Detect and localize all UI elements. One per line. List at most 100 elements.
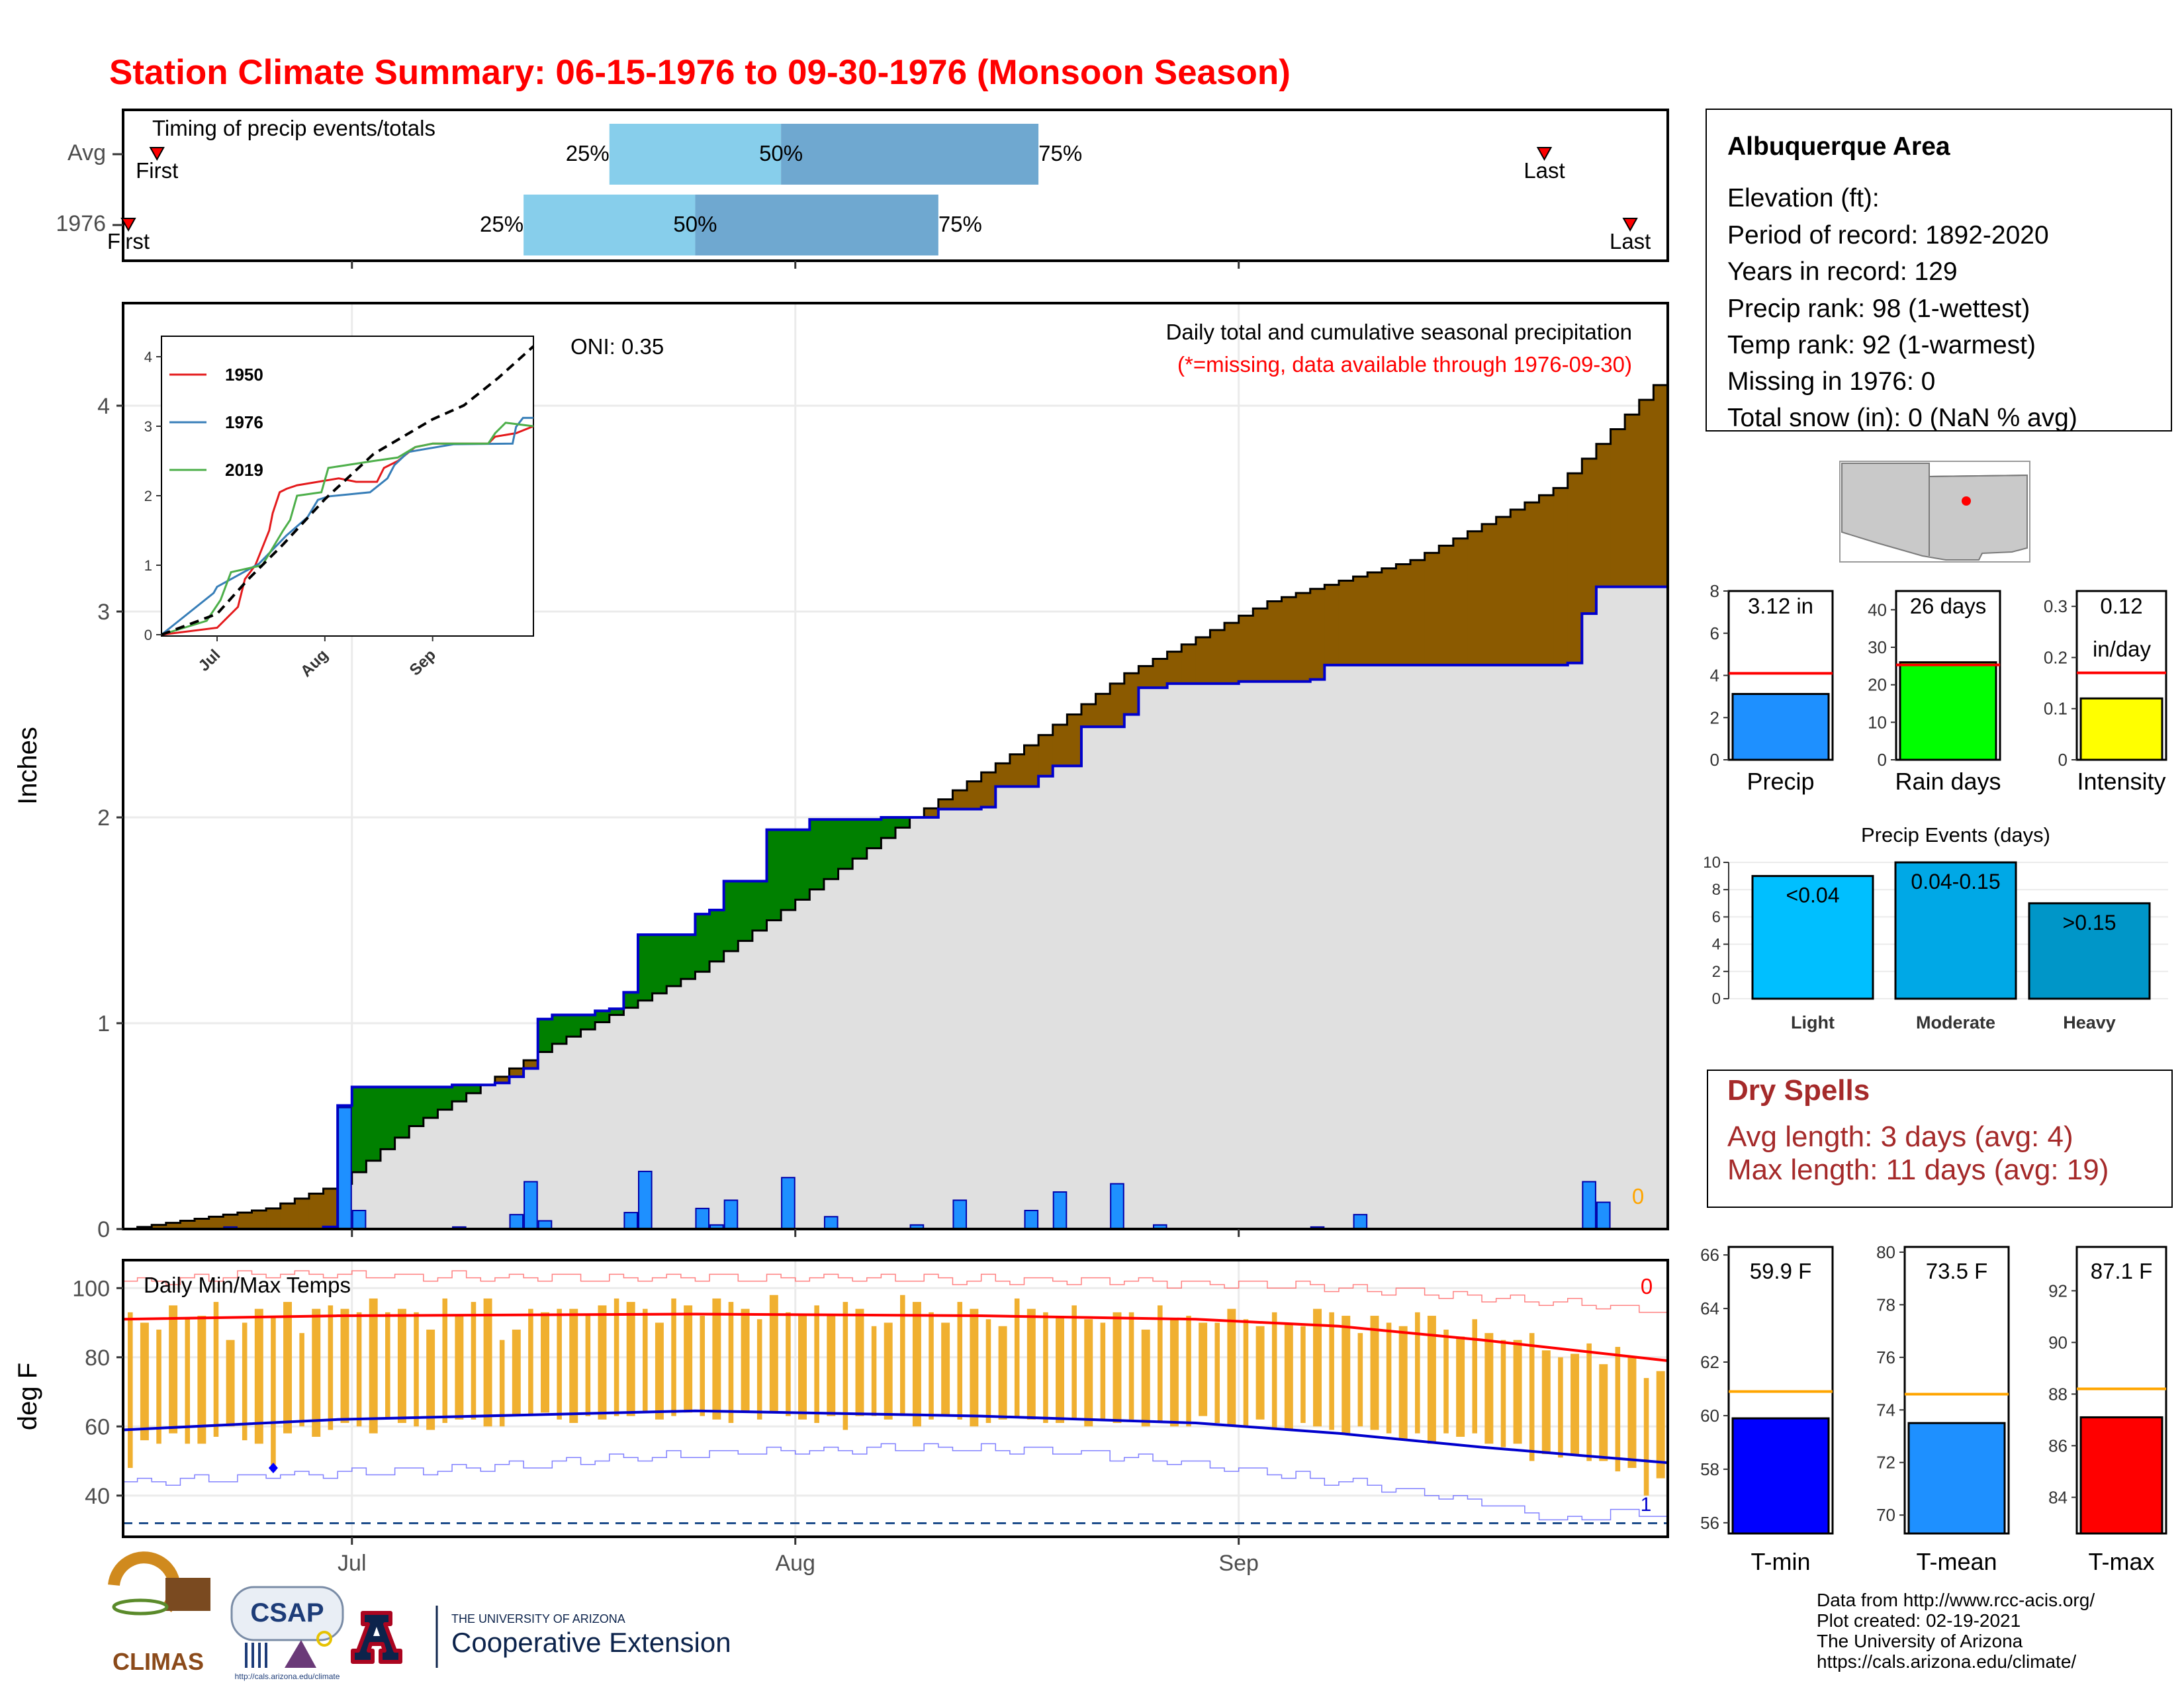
precip-deficit-step [1324, 584, 1340, 665]
totals-1-category-label: Rain days [1895, 768, 2001, 795]
station-location-marker [1962, 496, 1971, 506]
events-moderate-bar [1894, 861, 2017, 1000]
daily-temp-range-bar [483, 1298, 492, 1427]
precip-deficit-step [995, 763, 1011, 787]
precip-deficit-step [1482, 524, 1497, 665]
precip-surplus-step [723, 881, 739, 952]
precip-surplus-step [537, 1019, 553, 1052]
totals-0-y-tick-label: 0 [1710, 750, 1719, 770]
daily-temp-range-bar [814, 1305, 819, 1424]
temps-2-value-label: 87.1 F [2091, 1259, 2153, 1283]
temps-0-y-tick-label: 64 [1700, 1299, 1719, 1318]
timing-year-last-label: Last [1610, 229, 1651, 253]
precip-deficit-step [1353, 576, 1368, 665]
daily-temp-range-bar [169, 1305, 178, 1434]
daily-temp-range-bar [385, 1312, 390, 1420]
totals-2-category-label: Intensity [2077, 768, 2165, 795]
precip-deficit-step [195, 1218, 210, 1229]
figure-title: Station Climate Summary: 06-15-1976 to 0… [109, 53, 1291, 92]
climas-logo: CLIMAS [108, 1551, 210, 1675]
daily-temp-range-bar [1370, 1316, 1379, 1430]
precip-y-tick-label: 3 [97, 600, 110, 625]
timing-avg-q50-q75-bar [781, 124, 1039, 185]
station-name: Albuquerque Area [1727, 132, 1950, 161]
events-heavy-bar [2028, 902, 2151, 1000]
precip-deficit-step [1596, 443, 1612, 587]
dry-spells-frame [1707, 1070, 2173, 1208]
daily-precip-bar [1596, 1201, 1611, 1230]
events-light-bar-label: <0.04 [1786, 884, 1840, 907]
daily-temp-range-bar [671, 1298, 676, 1416]
record-high-line [123, 1270, 1668, 1313]
inset-legend-label: 2019 [225, 460, 263, 480]
daily-temp-range-bar [1513, 1340, 1522, 1444]
precip-deficit-step [523, 1060, 539, 1069]
events-moderate-category-label: Moderate [1916, 1013, 1995, 1032]
precip-deficit-step [1110, 683, 1125, 727]
daily-temp-range-bar [1656, 1371, 1665, 1479]
precip-deficit-step [1524, 502, 1540, 665]
events-light-category-label: Light [1791, 1013, 1835, 1032]
totals-0-category-label: Precip [1747, 768, 1814, 795]
totals-0-value-label: 3.12 in [1748, 594, 1813, 618]
daily-temp-range-bar [1541, 1350, 1551, 1455]
precip-surplus-step [852, 819, 868, 859]
daily-temp-range-bar [1300, 1326, 1306, 1424]
csap-rain-icon [245, 1643, 267, 1668]
dry-spells-box: Dry Spells Avg length: 3 days (avg: 4) M… [1707, 1070, 2173, 1208]
precip-events-panel: Precip Events (days) 0 2 4 6 8 10 <0.04 Light 0.… [1703, 823, 2168, 1032]
temps-2-y-tick-label: 88 [2048, 1384, 2068, 1404]
temp-y-tick-label: 100 [72, 1276, 110, 1301]
ua-extension-text: Cooperative Extension [451, 1627, 731, 1658]
precip-surplus-step [795, 829, 810, 900]
precip-surplus-step [738, 881, 753, 941]
daily-temp-range-bar [1071, 1305, 1077, 1420]
precip-deficit-step [223, 1214, 238, 1229]
temps-0-y-tick-label: 66 [1700, 1245, 1719, 1265]
station-temp-rank: Temp rank: 92 (1-warmest) [1727, 331, 2036, 359]
temps-2-y-tick-label: 92 [2048, 1281, 2068, 1301]
precip-deficit-step [1653, 385, 1668, 587]
daily-temp-range-bar [786, 1312, 791, 1416]
precip-deficit-step [1009, 754, 1025, 787]
daily-temp-range-bar [985, 1319, 991, 1424]
record-low-marker-icon [268, 1462, 278, 1473]
precip-deficit-step [1124, 673, 1139, 715]
daily-temp-range-bar [929, 1312, 934, 1420]
daily-temp-range-bar [1214, 1322, 1220, 1424]
temps-0-category-label: T-min [1751, 1548, 1811, 1575]
precip-y-tick-label: 1 [97, 1011, 110, 1036]
inset-y-tick-label: 3 [144, 418, 152, 435]
events-heavy-bar-label: >0.15 [2063, 911, 2116, 935]
precip-deficit-step [1296, 593, 1311, 682]
average-tmin-line [122, 1409, 1668, 1465]
timing-label: Timing of precip events/totals [152, 116, 435, 140]
footer-credits: Data from http://www.rcc-acis.org/ Plot … [1817, 1590, 2095, 1672]
daily-temp-range-bar [569, 1308, 578, 1424]
daily-temp-range-bar [185, 1319, 191, 1444]
station-info-box: Albuquerque Area Elevation (ft): Period … [1706, 109, 2172, 432]
precip-surplus-step [666, 935, 682, 987]
daily-temp-range-bar [312, 1308, 321, 1437]
temps-0-y-tick-label: 60 [1700, 1406, 1719, 1426]
precip-deficit-step [952, 790, 968, 809]
precip-panel-frame [122, 302, 1669, 1230]
daily-temp-range-bar [1329, 1312, 1334, 1430]
precip-y-tick-label: 4 [97, 394, 110, 419]
timing-avg-q75-label: 75% [1038, 141, 1082, 165]
daily-temp-range-bar [471, 1302, 477, 1420]
precip-surplus-step [623, 992, 639, 1008]
precip-axes: 0 1 2 3 4 [97, 394, 1240, 1242]
precip-surplus-step [752, 881, 768, 931]
timing-avg-last-marker-icon [1536, 147, 1553, 161]
logo-strip: CLIMAS CSAP http://cals.arizona.edu/clim… [108, 1551, 731, 1681]
station-years-in-record: Years in record: 129 [1727, 257, 1958, 286]
precip-deficit-step [266, 1208, 281, 1229]
precip-deficit-step [295, 1198, 310, 1229]
precip-surplus-step [766, 829, 782, 921]
daily-temp-range-bar [614, 1298, 619, 1416]
timing-avg-first-marker-icon [149, 147, 165, 161]
temperature-panel-background [123, 1260, 1668, 1537]
precip-deficit-step [1281, 597, 1297, 682]
daily-temp-range-bar [1043, 1312, 1048, 1424]
